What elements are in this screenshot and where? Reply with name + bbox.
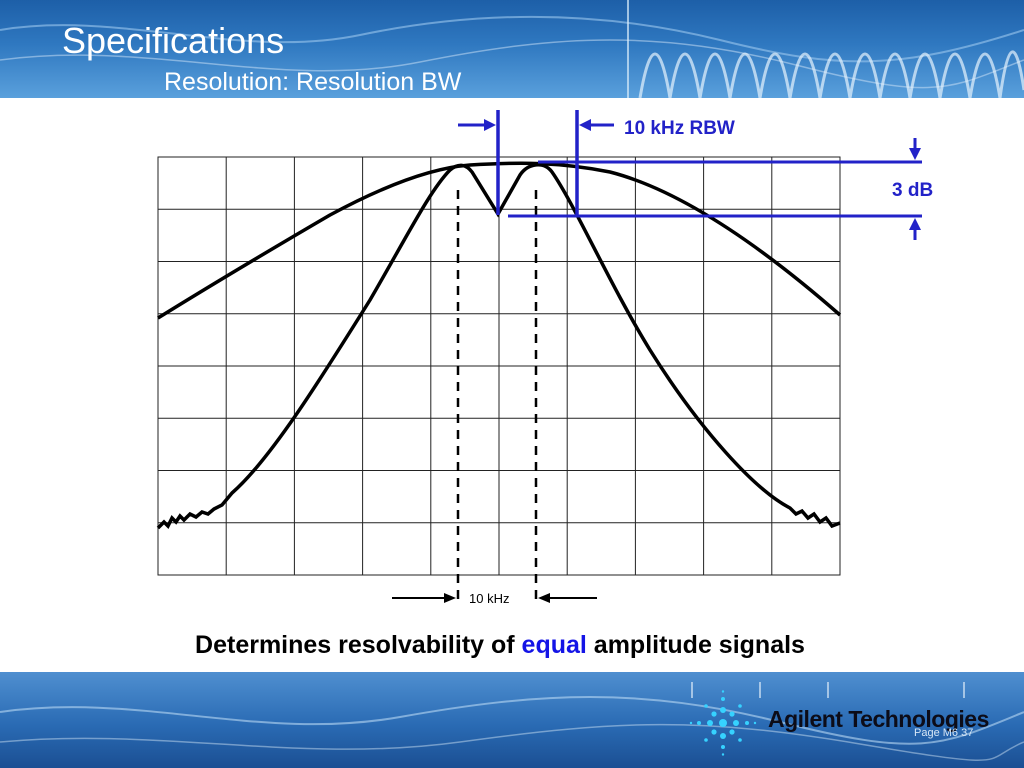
rbw-diagram: 10 kHz RBW 3 dB 10 kHz [156,110,933,606]
footer-wave-decoration [0,682,1024,761]
db-arrowhead-top [909,148,921,160]
wide-rbw-trace [157,161,842,320]
separation-arrowhead-right [538,593,550,603]
db-arrowhead-bottom [909,218,921,230]
narrow-rbw-trace [156,163,841,530]
graticule-grid [157,156,841,576]
page-title: Specifications [62,20,285,61]
caption-text-start: Determines resolvability of [195,631,522,659]
page-subtitle: Resolution: Resolution BW [164,68,462,96]
header-wave-decoration [0,0,1024,98]
agilent-spark-icon [689,690,757,756]
rbw-label: 10 kHz RBW [624,118,735,139]
slide-caption: Determines resolvability of equal amplit… [150,630,850,660]
separation-label: 10 kHz [469,591,509,606]
slide-header [0,0,1024,98]
slide-footer [0,672,1024,768]
rbw-arrowhead-left [484,119,496,131]
caption-highlight: equal [521,631,587,659]
caption-text-end: amplitude signals [586,631,805,659]
brand-name: Agilent Technologies [768,706,989,732]
separation-arrowhead-left [444,593,456,603]
page-number: Page M6 37 [914,727,974,739]
db-label: 3 dB [892,180,933,201]
rbw-arrowhead-right [579,119,591,131]
